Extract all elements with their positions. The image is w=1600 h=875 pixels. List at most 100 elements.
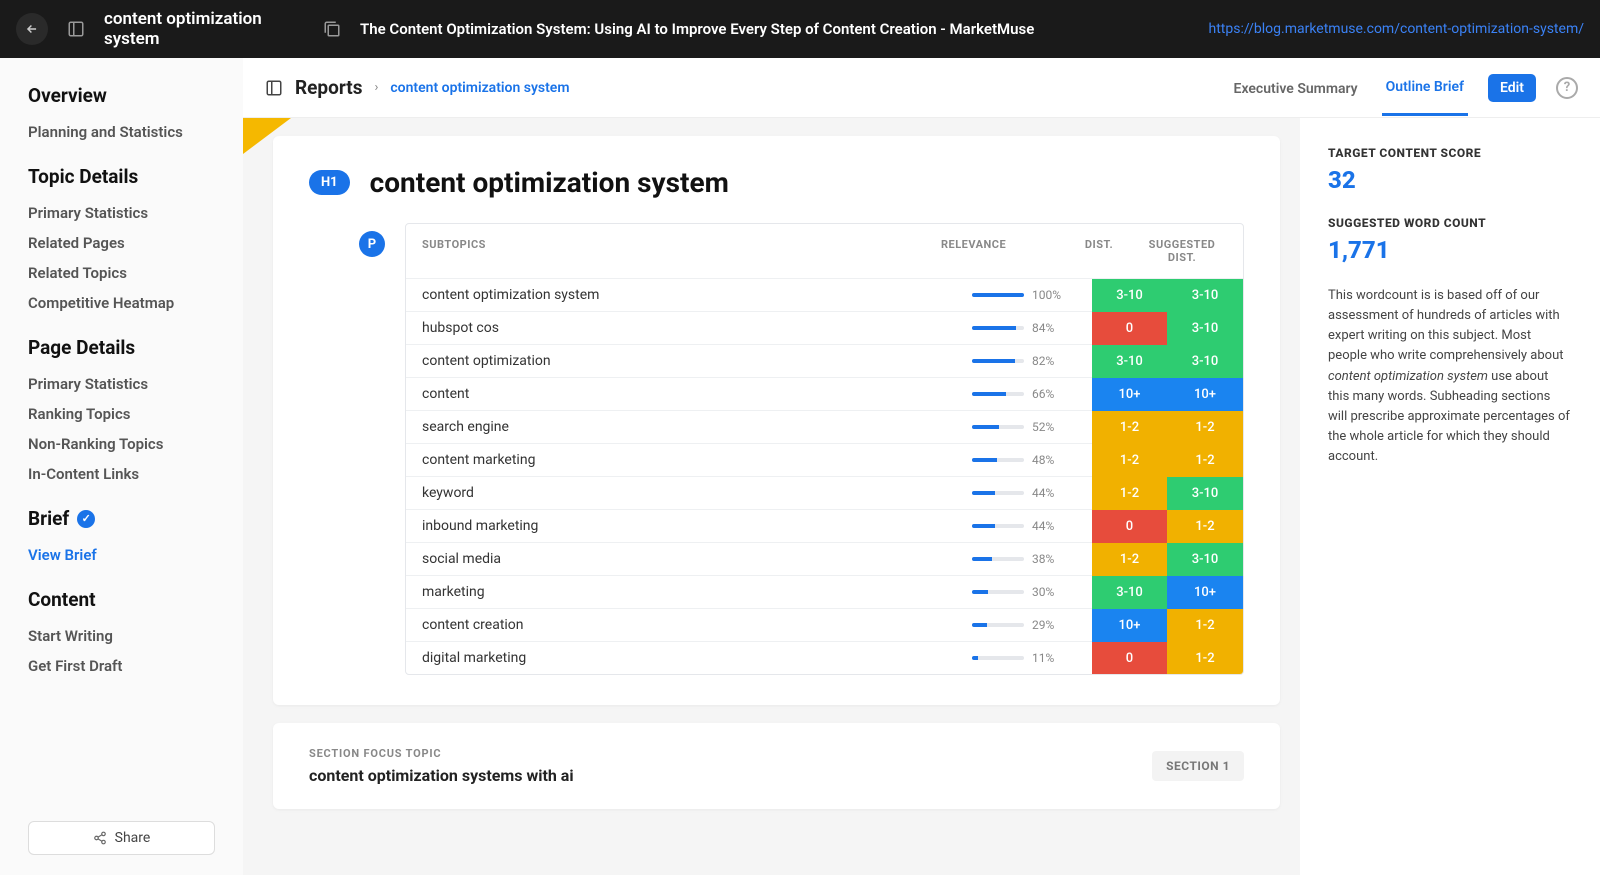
cell-dist: 3-10 bbox=[1092, 345, 1167, 378]
center-pane: H1 content optimization system P SUBTOPI… bbox=[243, 118, 1300, 875]
cell-subtopic: content marketing bbox=[406, 452, 972, 468]
cell-relevance: 29% bbox=[972, 618, 1092, 632]
page-title: The Content Optimization System: Using A… bbox=[360, 20, 1034, 38]
th-dist: DIST. bbox=[1061, 238, 1137, 264]
cell-suggested: 10+ bbox=[1167, 378, 1243, 411]
cell-relevance: 44% bbox=[972, 519, 1092, 533]
cell-dist: 10+ bbox=[1092, 609, 1167, 642]
share-button[interactable]: Share bbox=[28, 821, 215, 855]
table-row[interactable]: content optimization system100%3-103-10 bbox=[406, 278, 1243, 311]
cell-suggested: 3-10 bbox=[1167, 543, 1243, 576]
sidebar-item[interactable]: Non-Ranking Topics bbox=[28, 429, 243, 459]
cell-suggested: 3-10 bbox=[1167, 279, 1243, 312]
cell-dist: 0 bbox=[1092, 510, 1167, 543]
sidebar-section-title: Page Details bbox=[28, 336, 243, 359]
cell-subtopic: marketing bbox=[406, 584, 972, 600]
table-row[interactable]: inbound marketing44%01-2 bbox=[406, 509, 1243, 542]
cell-subtopic: content optimization bbox=[406, 353, 972, 369]
sidebar-item[interactable]: Competitive Heatmap bbox=[28, 288, 243, 318]
table-row[interactable]: content marketing48%1-21-2 bbox=[406, 443, 1243, 476]
cell-suggested: 3-10 bbox=[1167, 345, 1243, 378]
sidebar-section-title: Brief✓ bbox=[28, 507, 243, 530]
sidebar-item[interactable]: View Brief bbox=[28, 540, 243, 570]
table-row[interactable]: search engine52%1-21-2 bbox=[406, 410, 1243, 443]
chevron-right-icon: › bbox=[374, 80, 378, 95]
cell-relevance: 82% bbox=[972, 354, 1092, 368]
section-pill[interactable]: SECTION 1 bbox=[1152, 751, 1244, 781]
sidebar-item[interactable]: Start Writing bbox=[28, 621, 243, 651]
arrow-left-icon bbox=[25, 22, 39, 36]
breadcrumb[interactable]: content optimization system bbox=[390, 80, 569, 96]
cell-dist: 3-10 bbox=[1092, 279, 1167, 312]
query-text: content optimization system bbox=[104, 9, 304, 49]
topbar: content optimization system The Content … bbox=[0, 0, 1600, 58]
table-row[interactable]: social media38%1-23-10 bbox=[406, 542, 1243, 575]
tab[interactable]: Outline Brief bbox=[1382, 59, 1468, 116]
sidebar-item[interactable]: Planning and Statistics bbox=[28, 117, 243, 147]
section-focus-label: SECTION FOCUS TOPIC bbox=[309, 747, 574, 760]
cell-dist: 3-10 bbox=[1092, 576, 1167, 609]
sidebar-item[interactable]: Primary Statistics bbox=[28, 198, 243, 228]
cell-dist: 1-2 bbox=[1092, 477, 1167, 510]
reports-label: Reports bbox=[295, 76, 362, 99]
sidebar-item[interactable]: Related Topics bbox=[28, 258, 243, 288]
sidebar-section-title: Topic Details bbox=[28, 165, 243, 188]
sidebar-item[interactable]: In-Content Links bbox=[28, 459, 243, 489]
cell-suggested: 1-2 bbox=[1167, 510, 1243, 543]
table-row[interactable]: hubspot cos84%03-10 bbox=[406, 311, 1243, 344]
back-button[interactable] bbox=[16, 13, 48, 45]
page-url[interactable]: https://blog.marketmuse.com/content-opti… bbox=[1209, 21, 1584, 37]
brief-card: H1 content optimization system P SUBTOPI… bbox=[273, 136, 1280, 705]
section-focus-card: SECTION FOCUS TOPIC content optimization… bbox=[273, 723, 1280, 809]
subtopics-table: SUBTOPICS RELEVANCE DIST. SUGGESTED DIST… bbox=[405, 223, 1244, 675]
cell-subtopic: keyword bbox=[406, 485, 972, 501]
table-row[interactable]: keyword44%1-23-10 bbox=[406, 476, 1243, 509]
table-header: SUBTOPICS RELEVANCE DIST. SUGGESTED DIST… bbox=[406, 224, 1243, 278]
sidebar-item[interactable]: Primary Statistics bbox=[28, 369, 243, 399]
right-pane: TARGET CONTENT SCORE 32 SUGGESTED WORD C… bbox=[1300, 118, 1600, 875]
cell-subtopic: search engine bbox=[406, 419, 972, 435]
panel-icon[interactable] bbox=[64, 17, 88, 41]
target-score-value: 32 bbox=[1328, 166, 1572, 194]
sidebar-section-title: Content bbox=[28, 588, 243, 611]
cell-dist: 0 bbox=[1092, 312, 1167, 345]
open-external-icon[interactable] bbox=[320, 17, 344, 41]
help-icon[interactable]: ? bbox=[1556, 77, 1578, 99]
table-row[interactable]: content optimization82%3-103-10 bbox=[406, 344, 1243, 377]
sidebar-item[interactable]: Related Pages bbox=[28, 228, 243, 258]
cell-suggested: 3-10 bbox=[1167, 312, 1243, 345]
cell-suggested: 1-2 bbox=[1167, 642, 1243, 675]
table-row[interactable]: digital marketing11%01-2 bbox=[406, 641, 1243, 674]
cell-relevance: 66% bbox=[972, 387, 1092, 401]
cell-relevance: 30% bbox=[972, 585, 1092, 599]
cell-relevance: 100% bbox=[972, 288, 1092, 302]
h1-text: content optimization system bbox=[370, 166, 729, 199]
cell-suggested: 10+ bbox=[1167, 576, 1243, 609]
cell-relevance: 52% bbox=[972, 420, 1092, 434]
cell-suggested: 1-2 bbox=[1167, 411, 1243, 444]
cell-relevance: 11% bbox=[972, 651, 1092, 665]
table-row[interactable]: content creation29%10+1-2 bbox=[406, 608, 1243, 641]
cell-relevance: 48% bbox=[972, 453, 1092, 467]
sidebar-section-title: Overview bbox=[28, 84, 243, 107]
edit-button[interactable]: Edit bbox=[1488, 74, 1536, 102]
table-row[interactable]: marketing30%3-1010+ bbox=[406, 575, 1243, 608]
cell-subtopic: digital marketing bbox=[406, 650, 972, 666]
collapse-icon[interactable] bbox=[265, 79, 283, 97]
cell-subtopic: social media bbox=[406, 551, 972, 567]
cell-suggested: 1-2 bbox=[1167, 444, 1243, 477]
sidebar-item[interactable]: Get First Draft bbox=[28, 651, 243, 681]
cell-relevance: 84% bbox=[972, 321, 1092, 335]
cell-subtopic: inbound marketing bbox=[406, 518, 972, 534]
th-suggested: SUGGESTED DIST. bbox=[1137, 238, 1227, 264]
sidebar-item[interactable]: Ranking Topics bbox=[28, 399, 243, 429]
table-row[interactable]: content66%10+10+ bbox=[406, 377, 1243, 410]
cell-dist: 1-2 bbox=[1092, 411, 1167, 444]
wordcount-description: This wordcount is is based off of our as… bbox=[1328, 286, 1572, 467]
cell-subtopic: content bbox=[406, 386, 972, 402]
section-focus-value: content optimization systems with ai bbox=[309, 766, 574, 785]
cell-dist: 1-2 bbox=[1092, 543, 1167, 576]
toolbar: Reports › content optimization system Ex… bbox=[243, 58, 1600, 118]
cell-relevance: 38% bbox=[972, 552, 1092, 566]
tab[interactable]: Executive Summary bbox=[1230, 61, 1362, 115]
